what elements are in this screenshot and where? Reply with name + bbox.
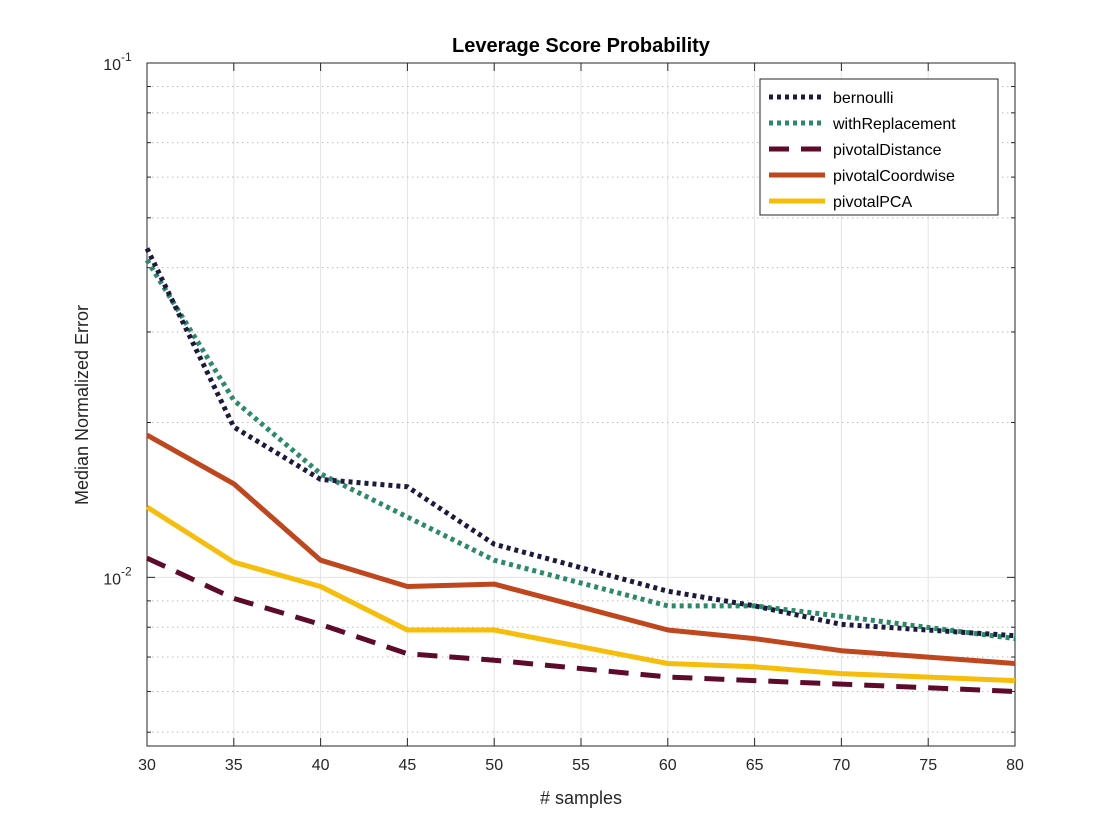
x-tick-label: 70 [833,757,851,774]
y-tick-label: 10 -2 [103,564,132,588]
legend-box [759,78,999,216]
legend-label-pivotalCoordwise: pivotalCoordwise [833,168,955,185]
x-tick-label: 55 [572,757,590,774]
legend-label-bernoulli: bernoulli [833,90,893,107]
chart-title: Leverage Score Probability [452,35,711,57]
legend-label-withReplacement: withReplacement [832,116,956,133]
y-tick-label-base: 10 [103,57,121,74]
x-tick-label: 65 [746,757,764,774]
x-tick-label: 80 [1006,757,1024,774]
y-tick-label-exponent: -1 [121,50,132,64]
x-tick-label: 75 [919,757,937,774]
x-tick-label: 30 [138,757,156,774]
legend-label-pivotalDistance: pivotalDistance [833,142,942,159]
legend: bernoulli withReplacement pivotalDistance p… [759,78,999,216]
series-line-pivotalDistance [145,555,1016,694]
y-tick-label: 10 -1 [103,50,132,74]
x-tick-label: 60 [659,757,677,774]
x-tick-label: 40 [312,757,330,774]
y-axis-label: Median Normalized Error [72,305,92,505]
series-line-bernoulli [144,247,1016,639]
series-line-withReplacement [144,258,1016,642]
y-tick-label-base: 10 [103,571,121,588]
x-axis: 30 35 40 45 50 55 60 65 70 75 80 [138,63,1024,774]
x-tick-label: 50 [485,757,503,774]
y-axis: 10-210-1 [103,50,1015,733]
y-tick-label-exponent: -2 [121,564,132,578]
series-line-pivotalPCA [145,504,1016,684]
x-axis-label: # samples [540,788,622,808]
x-tick-label: 35 [225,757,243,774]
legend-label-pivotalPCA: pivotalPCA [833,194,912,211]
x-tick-label: 45 [399,757,417,774]
series-group [144,247,1016,694]
series-line-pivotalCoordwise [145,432,1016,666]
